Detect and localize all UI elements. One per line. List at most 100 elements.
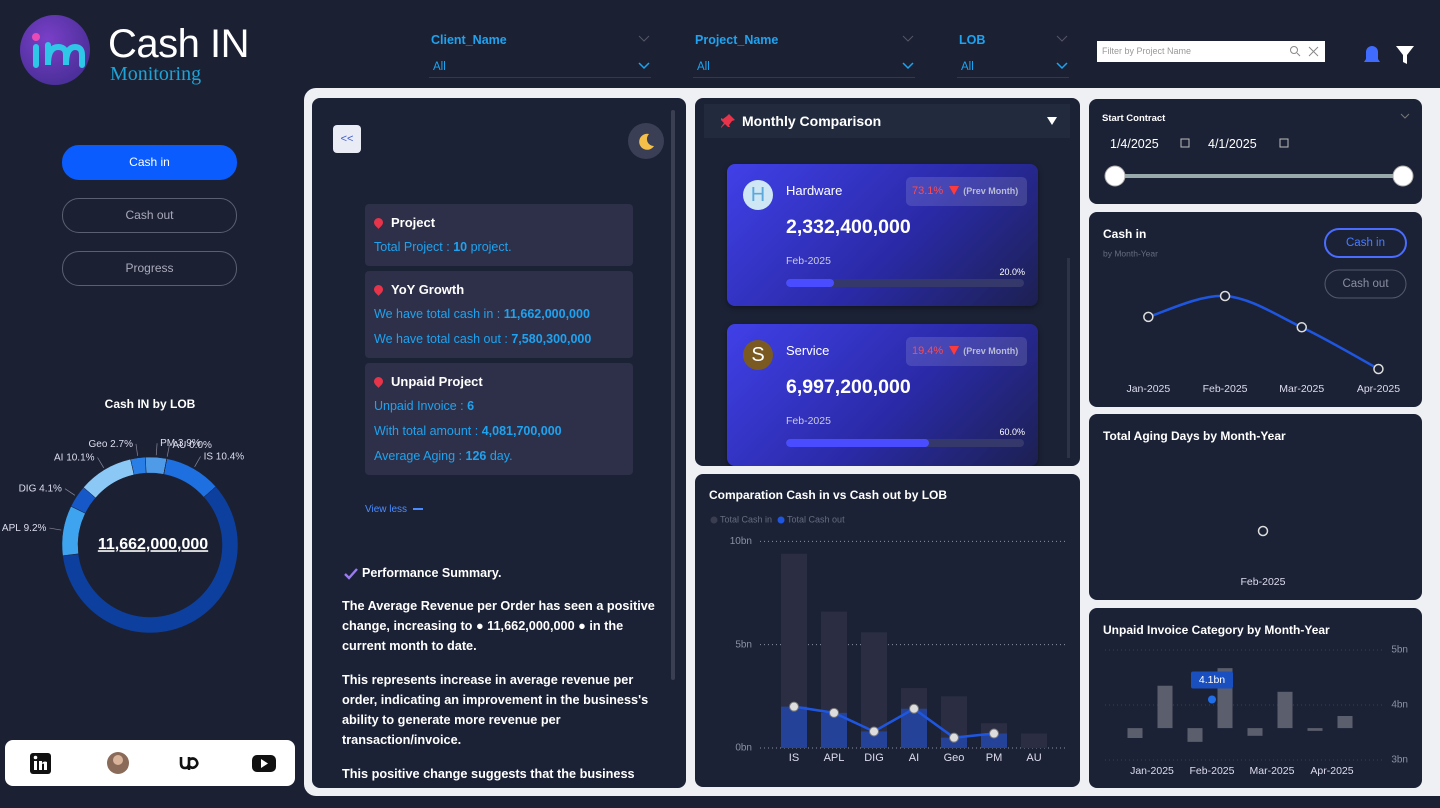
view-less-label: View less: [365, 504, 408, 515]
donut-label: DIG 4.1%: [19, 483, 62, 494]
paragraph: This represents increase in average reve…: [342, 673, 649, 747]
monthly-scrollbar[interactable]: [1067, 258, 1070, 458]
filter-label: LOB: [959, 33, 986, 47]
donut-label-value: 4.1%: [39, 483, 62, 494]
card-line: Total Project : 10 project.: [374, 235, 624, 260]
donut-slice: [145, 456, 168, 475]
card-title: YoY Growth: [391, 282, 465, 297]
summary-cards: Project Total Project : 10 project. YoY Gr…: [365, 204, 633, 475]
line-text: With total amount :: [374, 424, 482, 438]
filter-chevrons[interactable]: [1055, 33, 1069, 73]
filter-underline: [693, 77, 915, 78]
date-start[interactable]: 1/4/2025: [1110, 137, 1159, 151]
donut-label-name: IS: [204, 451, 214, 462]
donut-label-name: Geo: [88, 439, 107, 450]
line-text: We have total cash in :: [374, 307, 504, 321]
lob-icon: H: [743, 180, 773, 210]
donut-label: PM 3.9%: [160, 438, 201, 449]
paragraph: The Average Revenue per Order has seen a…: [342, 599, 655, 653]
filter-underline: [429, 77, 651, 78]
donut-label-value: 10.4%: [216, 451, 244, 462]
performance-title-row: Performance Summary.: [344, 566, 501, 580]
performance-text: The Average Revenue per Order has seen a…: [342, 596, 662, 788]
donut-slice: [61, 505, 86, 557]
lob-name: Hardware: [786, 183, 843, 198]
date-slider[interactable]: [1089, 99, 1422, 204]
leader-line: [64, 488, 76, 496]
filter-underline: [957, 77, 1069, 78]
line-text: Unpaid Invoice :: [374, 399, 468, 413]
donut-label: Geo 2.7%: [88, 439, 133, 450]
donut-label-space: [107, 439, 110, 450]
filter-label: Client_Name: [431, 33, 507, 47]
scrollbar[interactable]: [671, 110, 675, 680]
card-title: Project: [391, 215, 436, 230]
logo: [20, 15, 90, 85]
filter-value[interactable]: All: [697, 61, 710, 73]
donut-label-name: AU: [172, 440, 186, 451]
donut-label-name: AI: [54, 452, 63, 463]
filter-label: Project_Name: [695, 33, 779, 47]
donut-label-space: [21, 523, 24, 534]
progress-label: 60.0%: [999, 427, 1025, 437]
donut-label: IS 10.4%: [204, 451, 245, 462]
app-subtitle: Monitoring: [110, 63, 202, 85]
filter-value[interactable]: All: [433, 61, 446, 73]
leader-line: [155, 443, 158, 456]
card-line: Unpaid Invoice : 6: [374, 394, 624, 419]
logo-mark: [32, 33, 85, 68]
down-arrow: [949, 186, 960, 195]
donut-label-space: [213, 451, 216, 462]
pin-icon: [721, 114, 735, 128]
donut-label: AI 10.1%: [54, 452, 95, 463]
nav-button[interactable]: Cash out: [62, 198, 237, 233]
search-box[interactable]: Filter by Project Name: [1097, 41, 1325, 62]
donut-slice: [130, 456, 147, 476]
header-icons[interactable]: [1358, 40, 1418, 68]
line-text: Total Project :: [374, 240, 454, 254]
social-icons[interactable]: [5, 740, 295, 786]
change-label: (Prev Month): [963, 346, 1019, 356]
card-title: Unpaid Project: [391, 374, 483, 389]
donut-label-value: 0.0%: [189, 440, 212, 451]
down-arrow: [949, 346, 960, 355]
line-text: Average Aging :: [374, 449, 466, 463]
donut-label: AU 0.0%: [172, 440, 212, 451]
leader-line: [49, 527, 62, 531]
nav-button[interactable]: Cash in: [62, 145, 237, 180]
filter-chevrons[interactable]: [901, 33, 915, 73]
donut-label-value: 9.2%: [24, 523, 47, 534]
pin-icon: [372, 216, 385, 229]
donut-label: APL 9.2%: [2, 523, 47, 534]
nav-button[interactable]: Progress: [62, 251, 237, 286]
cash-trend-panel: [1089, 212, 1422, 407]
collapse-button[interactable]: <<: [333, 125, 361, 153]
line-value: 10: [453, 240, 468, 254]
paragraph: This positive change suggests that the b…: [342, 767, 635, 788]
summary-card: Unpaid Project Unpaid Invoice : 6 With tot…: [365, 363, 633, 475]
check-icon: [344, 567, 358, 580]
card-line: We have total cash in : 11,662,000,000: [374, 302, 624, 327]
pin-icon: [372, 283, 385, 296]
filter-chevrons[interactable]: [637, 33, 651, 73]
monthly-header[interactable]: Monthly Comparison: [704, 104, 1070, 138]
date-end[interactable]: 4/1/2025: [1208, 137, 1257, 151]
line-value: 11,662,000,000: [503, 307, 590, 321]
card-heading: Unpaid Project: [372, 370, 624, 394]
social-bar: [5, 740, 295, 786]
leader-line: [166, 444, 170, 457]
card-heading: Project: [372, 211, 624, 235]
progress-track: [786, 279, 1024, 287]
theme-toggle[interactable]: [628, 123, 664, 159]
donut-label-value: 3.9%: [178, 438, 201, 449]
leader-line: [135, 443, 138, 456]
donut-slice: [83, 458, 135, 499]
line-suffix: day.: [486, 449, 513, 463]
filter-value[interactable]: All: [961, 61, 974, 73]
line-suffix: project.: [467, 240, 512, 254]
view-less[interactable]: View less: [365, 504, 423, 515]
summary-panel: << Project Total Project : 10 project. YoY…: [312, 98, 686, 788]
moon-icon: [639, 133, 654, 150]
date-panel: Start Contract 1/4/2025 4/1/2025: [1089, 99, 1422, 204]
lob-amount: 6,997,200,000: [786, 376, 911, 398]
